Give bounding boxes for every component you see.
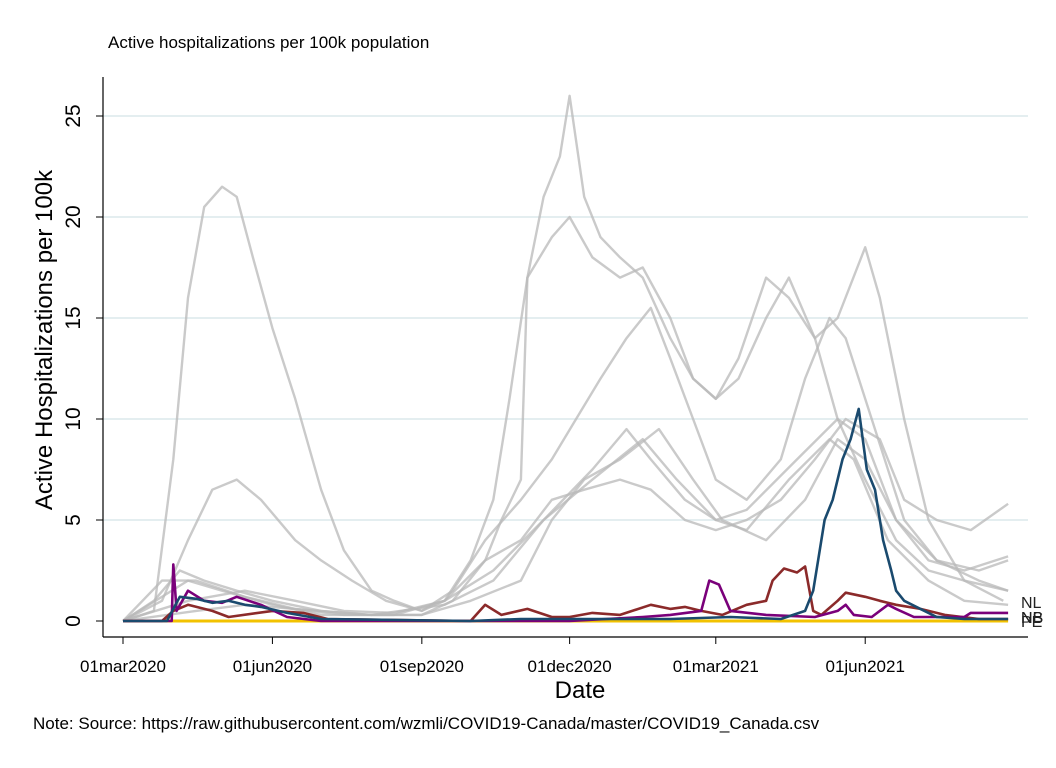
gridlines: [103, 115, 1028, 521]
y-tick-label-15: 15: [62, 306, 85, 329]
series-line-ns: [123, 407, 1009, 623]
x-tick-label-1: 01jun2020: [233, 657, 312, 676]
highlight-series: [123, 407, 1009, 623]
background-series-line-3: [122, 215, 1009, 623]
x-tick-label-3: 01dec2020: [528, 657, 612, 676]
end-label-nl: NL: [1021, 595, 1042, 612]
x-tick-labels: 01mar2020 01jun2020 01sep2020 01dec2020 01ma…: [80, 637, 905, 676]
background-series-line-6: [122, 417, 1009, 623]
source-note: Note: Source: https://raw.githubusercont…: [33, 714, 820, 733]
x-tick-label-2: 01sep2020: [380, 657, 464, 676]
y-tick-label-25: 25: [62, 104, 85, 127]
background-series-line-2: [122, 306, 1009, 623]
y-tick-label-20: 20: [62, 205, 85, 228]
chart-title: Active hospitalizations per 100k populat…: [108, 33, 430, 52]
x-axis-label: Date: [555, 677, 606, 704]
x-tick-label-4: 01mar2021: [673, 657, 759, 676]
y-tick-labels: 0 5 10 15 20 25: [62, 104, 103, 627]
background-series-line-5: [122, 438, 1009, 623]
y-tick-label-5: 5: [62, 514, 85, 526]
background-series-line-1: [122, 94, 1004, 623]
end-label-ns: NS: [1021, 610, 1043, 627]
x-tick-label-0: 01mar2020: [80, 657, 166, 676]
x-tick-label-5: 01jun2021: [825, 657, 904, 676]
end-label-pe: PE: [1021, 614, 1042, 631]
background-series-line-7: [122, 427, 1009, 623]
end-label-nb: NB: [1021, 610, 1043, 627]
y-axis-label: Active Hospitalizations per 100k: [31, 169, 58, 510]
y-tick-label-10: 10: [62, 407, 85, 430]
background-series: [122, 94, 1009, 623]
y-tick-label-0: 0: [62, 615, 85, 627]
axes: [102, 77, 1028, 638]
